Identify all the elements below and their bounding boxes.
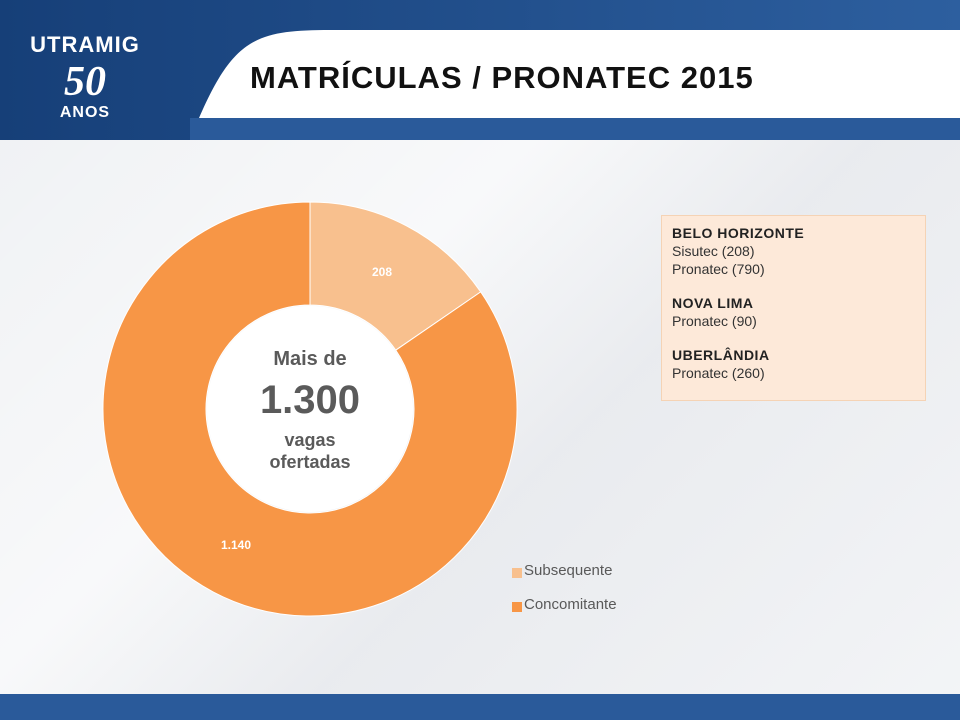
center-label-line3: vagas	[284, 430, 336, 450]
info-section-uberlandia: UBERLÂNDIA Pronatec (260)	[672, 346, 915, 382]
donut-slice-concomitante	[102, 201, 518, 617]
center-label-line1: Mais de	[273, 348, 347, 370]
info-city: BELO HORIZONTE	[672, 225, 805, 241]
legend-swatch-concomitante	[512, 602, 522, 612]
info-line: Pronatec (260)	[672, 365, 765, 381]
logo-years: 50	[64, 59, 106, 105]
footer-band	[0, 694, 960, 720]
info-line: Pronatec (790)	[672, 261, 765, 277]
info-city: UBERLÂNDIA	[672, 347, 770, 363]
legend-swatch-subsequente	[512, 568, 522, 578]
legend-label-concomitante: Concomitante	[524, 596, 617, 613]
logo-anos: ANOS	[59, 104, 111, 121]
logo: UTRAMIG 50 ANOS	[0, 0, 200, 140]
info-line: Pronatec (90)	[672, 313, 757, 329]
header-band	[0, 0, 960, 140]
info-city: NOVA LIMA	[672, 295, 754, 311]
donut-slice-subsequente	[309, 201, 482, 351]
info-section-nova-lima: NOVA LIMA Pronatec (90)	[672, 294, 915, 330]
donut-hole	[207, 306, 413, 512]
logo-brand: UTRAMIG	[30, 32, 140, 57]
info-box: BELO HORIZONTE Sisutec (208) Pronatec (7…	[661, 215, 926, 401]
data-label-subsequente: 208	[372, 265, 392, 279]
legend-label-subsequente: Subsequente	[524, 562, 613, 579]
center-label-value: 1.300	[259, 378, 361, 422]
data-label-concomitante: 1.140	[221, 538, 251, 552]
info-section-belo-horizonte: BELO HORIZONTE Sisutec (208) Pronatec (7…	[672, 224, 915, 278]
center-label-line4: ofertadas	[269, 452, 351, 472]
info-line: Sisutec (208)	[672, 243, 755, 259]
page-title: MATRÍCULAS / PRONATEC 2015	[250, 60, 754, 95]
